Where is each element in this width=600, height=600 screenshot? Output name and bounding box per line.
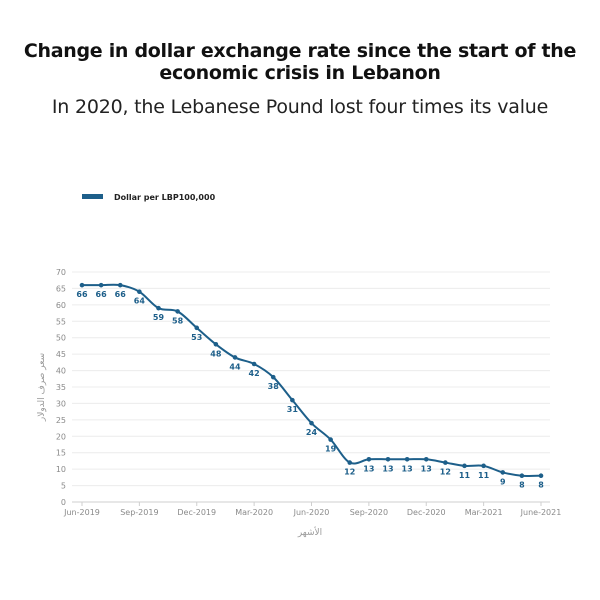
- data-point: [385, 456, 391, 462]
- y-tick-label: 35: [56, 383, 66, 392]
- data-label: 59: [153, 313, 165, 322]
- data-point: [175, 309, 180, 314]
- data-point: [98, 282, 104, 288]
- data-label: 11: [478, 471, 490, 480]
- data-point: [423, 456, 429, 462]
- data-label: 11: [459, 471, 471, 480]
- data-point: [347, 460, 353, 465]
- data-label: 66: [96, 290, 108, 299]
- data-label: 12: [440, 468, 451, 477]
- x-tick-label: Sep-2020: [350, 508, 388, 517]
- y-axis-label: سعر صرف الدولار: [37, 353, 47, 422]
- data-point: [443, 460, 448, 465]
- data-label: 58: [172, 316, 184, 325]
- data-label: 66: [76, 290, 88, 299]
- chart-title: Change in dollar exchange rate since the…: [23, 40, 577, 84]
- y-tick-label: 0: [61, 498, 66, 507]
- y-tick-label: 15: [56, 449, 66, 458]
- data-label: 13: [382, 464, 393, 473]
- data-point: [137, 289, 142, 295]
- legend-label: Dollar per LBP100,000: [114, 193, 216, 202]
- y-tick-label: 45: [56, 350, 66, 359]
- data-point: [290, 397, 295, 403]
- y-tick-label: 40: [56, 367, 66, 376]
- x-tick-label: Sep-2019: [120, 508, 158, 517]
- y-tick-label: 60: [56, 301, 66, 310]
- data-point: [519, 473, 525, 479]
- series-group: [79, 282, 544, 479]
- data-point: [328, 437, 333, 442]
- series-line: [82, 283, 542, 477]
- data-label: 8: [538, 481, 544, 490]
- gridlines: [72, 271, 550, 503]
- data-label: 42: [249, 369, 260, 378]
- data-label: 13: [402, 464, 413, 473]
- data-label: 31: [287, 405, 299, 414]
- data-labels: 66 66 66 64 59 58 53 48 44 42 38 31 24 19 12 13 13 13 13 12…: [76, 290, 544, 490]
- data-label: 66: [115, 290, 127, 299]
- x-tick-label: Mar-2021: [465, 508, 503, 517]
- y-axis-ticks: 0 5 10 15 20 25 30 35 40 45 50 55 60 65 70: [56, 268, 66, 507]
- data-point: [481, 463, 486, 469]
- x-axis-label: الأشهر: [297, 526, 322, 538]
- data-label: 13: [363, 464, 374, 473]
- data-point: [156, 305, 161, 311]
- chart-subtitle: In 2020, the Lebanese Pound lost four ti…: [51, 96, 549, 118]
- data-label: 12: [344, 468, 355, 477]
- data-point: [194, 325, 200, 331]
- x-tick-label: Mar-2020: [235, 508, 273, 517]
- legend-swatch: [82, 194, 103, 199]
- data-point: [251, 361, 257, 367]
- x-tick-label: June-2021: [520, 508, 562, 517]
- data-point: [213, 341, 219, 347]
- y-tick-label: 20: [56, 432, 66, 441]
- data-point: [79, 282, 85, 288]
- y-tick-label: 50: [56, 334, 66, 343]
- y-tick-label: 65: [56, 284, 66, 293]
- data-point: [538, 473, 544, 479]
- data-label: 44: [229, 362, 241, 371]
- x-axis-ticks: Jun-2019 Sep-2019 Dec-2019 Mar-2020 Jun-2020…: [63, 502, 561, 517]
- x-tick-label: Jun-2019: [63, 508, 100, 517]
- y-tick-label: 70: [56, 268, 66, 277]
- data-point: [309, 420, 314, 426]
- y-tick-label: 30: [56, 399, 66, 408]
- x-tick-label: Dec-2020: [407, 508, 446, 517]
- data-point: [270, 374, 276, 380]
- data-label: 24: [306, 428, 318, 437]
- data-label: 64: [134, 297, 146, 306]
- x-tick-label: Jun-2020: [293, 508, 330, 517]
- data-label: 38: [268, 382, 280, 391]
- data-label: 13: [421, 464, 432, 473]
- y-tick-label: 10: [56, 465, 66, 474]
- x-tick-label: Dec-2019: [177, 508, 216, 517]
- y-tick-label: 55: [56, 317, 66, 326]
- data-point: [500, 470, 506, 475]
- data-point: [117, 282, 123, 288]
- legend: Dollar per LBP100,000: [82, 193, 216, 202]
- data-label: 48: [210, 349, 222, 358]
- data-point: [462, 463, 467, 469]
- data-label: 9: [500, 477, 506, 486]
- data-point: [404, 456, 410, 462]
- data-label: 8: [519, 481, 525, 490]
- data-point: [232, 355, 238, 360]
- y-tick-label: 5: [61, 482, 66, 491]
- data-label: 19: [325, 445, 337, 454]
- data-label: 53: [191, 333, 202, 342]
- y-tick-label: 25: [56, 416, 66, 425]
- data-point: [366, 456, 372, 462]
